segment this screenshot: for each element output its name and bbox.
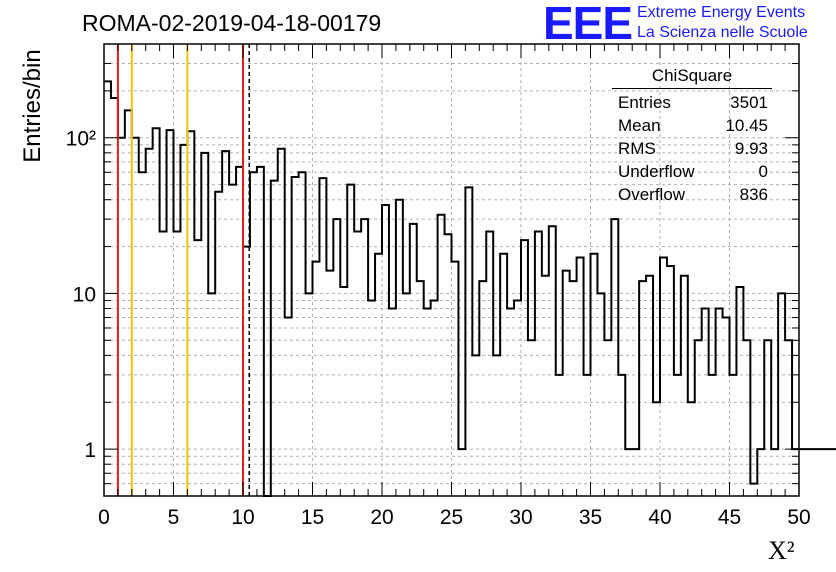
x-tick-label: 20 — [370, 506, 393, 529]
x-tick-label: 25 — [440, 506, 463, 529]
y-tick-label: 1 — [84, 439, 96, 462]
stats-row: Overflow 836 — [612, 183, 772, 206]
logo-line-1: Extreme Energy Events — [637, 4, 806, 21]
stats-label: Mean — [618, 116, 661, 135]
x-tick-label: 15 — [301, 506, 324, 529]
stats-value: 10.45 — [725, 116, 768, 135]
stats-row: Mean 10.45 — [612, 114, 772, 137]
histogram-series — [104, 80, 836, 497]
x-tick-label: 5 — [168, 506, 180, 529]
y-tick-label: 10 — [73, 283, 96, 306]
chart-title: ROMA-02-2019-04-18-00179 — [82, 10, 382, 36]
stats-row: RMS 9.93 — [612, 137, 772, 160]
x-axis-label: X² — [768, 536, 795, 566]
stats-value: 0 — [758, 162, 768, 181]
y-tick-label: 10² — [66, 128, 96, 151]
stats-box: ChiSquare Entries 3501 Mean 10.45 RMS 9.93 … — [612, 66, 772, 206]
stats-row: Underflow 0 — [612, 160, 772, 183]
logo-mark: EEE — [543, 0, 633, 49]
x-tick-label: 40 — [648, 506, 671, 529]
x-axis-label-text: X² — [768, 536, 795, 565]
stats-value: 3501 — [730, 93, 768, 112]
stats-label: RMS — [618, 139, 656, 158]
x-tick-label: 35 — [579, 506, 602, 529]
logo-line-2: La Scienza nelle Scuole — [637, 24, 808, 41]
stats-row: Entries 3501 — [612, 91, 772, 114]
stats-label: Underflow — [618, 162, 695, 181]
x-tick-label: 45 — [718, 506, 741, 529]
stats-title: ChiSquare — [612, 66, 772, 89]
stats-label: Entries — [618, 93, 671, 112]
stats-value: 836 — [739, 185, 768, 204]
stats-label: Overflow — [618, 185, 686, 204]
x-tick-label: 50 — [787, 506, 810, 529]
x-tick-label: 0 — [98, 506, 110, 529]
x-tick-label: 30 — [509, 506, 532, 529]
x-tick-label: 10 — [231, 506, 254, 529]
stats-value: 9.93 — [734, 139, 768, 158]
y-axis-label: Entries/bin — [19, 49, 46, 163]
